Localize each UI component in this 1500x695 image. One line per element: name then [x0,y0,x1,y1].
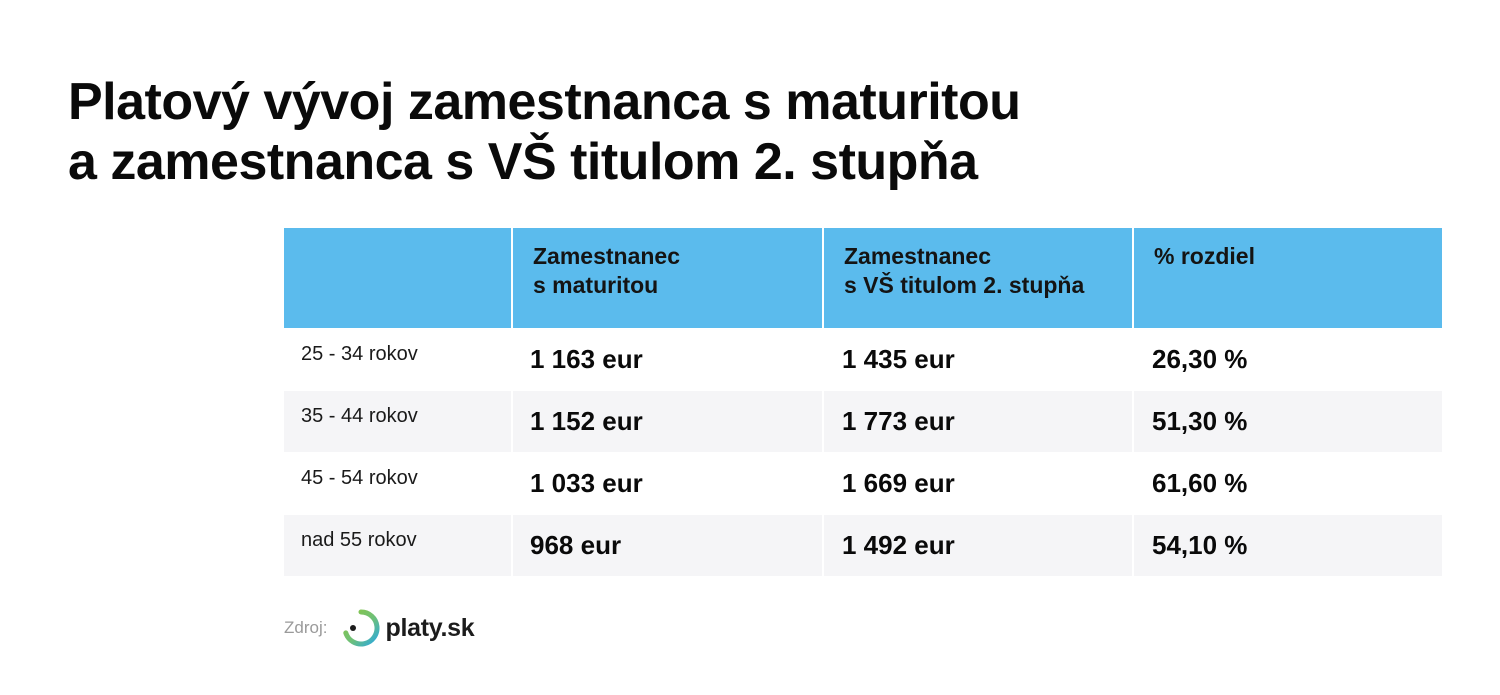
table-row: nad 55 rokov 968 eur 1 492 eur 54,10 % [284,515,1442,576]
age-group: 25 - 34 rokov [301,343,418,365]
percent-difference: 61,60 % [1152,468,1248,498]
salary-vs: 1 773 eur [842,406,955,436]
title-line-1: Platový vývoj zamestnanca s maturitou [68,73,1021,131]
platy-logo: platy.sk [341,608,475,648]
table-row: 45 - 54 rokov 1 033 eur 1 669 eur 61,60 … [284,453,1442,514]
page-title: Platový vývoj zamestnanca s maturitou a … [68,72,1021,192]
title-line-2: a zamestnanca s VŠ titulom 2. stupňa [68,133,978,191]
platy-logo-ring-icon [343,609,380,647]
table-row: 35 - 44 rokov 1 152 eur 1 773 eur 51,30 … [284,391,1442,452]
header-diff-line-1: % rozdiel [1154,243,1255,269]
percent-difference: 54,10 % [1152,530,1248,560]
age-group: nad 55 rokov [301,529,417,551]
header-vs-line-1: Zamestnanec [844,243,992,269]
age-group: 45 - 54 rokov [301,467,418,489]
header-cell-diff: % rozdiel [1134,228,1442,328]
salary-maturita: 1 033 eur [530,468,643,498]
table-row: 25 - 34 rokov 1 163 eur 1 435 eur 26,30 … [284,329,1442,390]
header-cell-vs: Zamestnanec s VŠ titulom 2. stupňa [824,228,1134,328]
salary-vs: 1 492 eur [842,530,955,560]
percent-difference: 51,30 % [1152,406,1248,436]
age-group: 35 - 44 rokov [301,405,418,427]
percent-difference: 26,30 % [1152,344,1248,374]
salary-maturita: 1 152 eur [530,406,643,436]
header-cell-age [284,228,513,328]
salary-maturita: 968 eur [530,530,622,560]
source-line: Zdroj: platy.sk [284,606,475,650]
salary-maturita: 1 163 eur [530,344,643,374]
salary-vs: 1 435 eur [842,344,955,374]
header-vs-line-2: s VŠ titulom 2. stupňa [844,272,1085,298]
source-label: Zdroj: [284,618,328,637]
salary-table: Zamestnanec s maturitou Zamestnanec s VŠ… [284,228,1442,576]
table-header-row: Zamestnanec s maturitou Zamestnanec s VŠ… [284,228,1442,328]
header-cell-maturita: Zamestnanec s maturitou [513,228,824,328]
salary-vs: 1 669 eur [842,468,955,498]
header-maturita-line-2: s maturitou [533,272,659,298]
platy-logo-text: platy.sk [385,613,475,642]
header-maturita-line-1: Zamestnanec [533,243,681,269]
